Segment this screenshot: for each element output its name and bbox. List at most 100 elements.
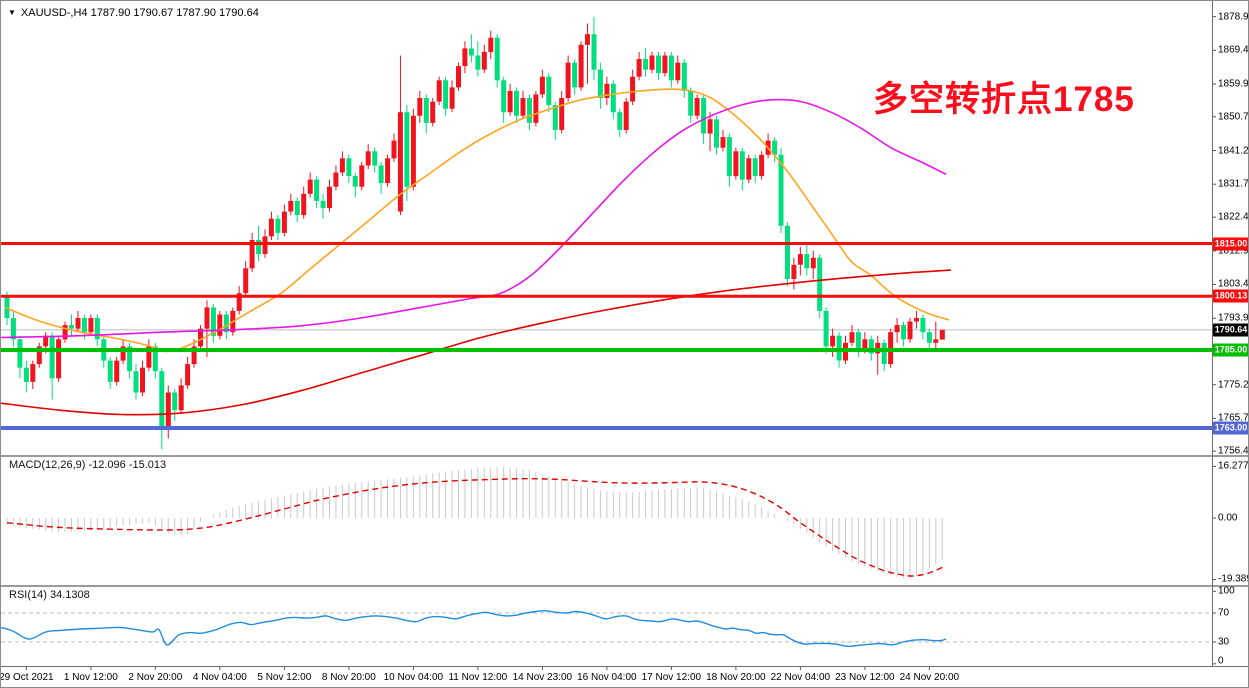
rsi-axis-label: 70: [1218, 607, 1230, 619]
price-axis-label: 1850.70: [1218, 111, 1249, 123]
price-panel: [1, 16, 1212, 450]
candle-body: [217, 314, 223, 336]
panel-separator-macd[interactable]: [1, 455, 1248, 457]
candle-body: [462, 48, 468, 67]
price-axis-label: 1878.95: [1218, 11, 1249, 23]
candle-body: [94, 318, 100, 340]
rsi-axis-label: 30: [1218, 636, 1230, 648]
time-axis-label: 17 Nov 12:00: [641, 672, 702, 683]
price-axis-label: 1756.45: [1218, 445, 1249, 457]
candle-body: [107, 360, 113, 382]
candle-body: [694, 98, 700, 116]
candle-body: [204, 307, 210, 329]
candle-body: [855, 332, 861, 350]
panel-separator-rsi[interactable]: [1, 585, 1248, 587]
macd-signal-line: [6, 477, 947, 577]
candle-body: [907, 321, 913, 340]
candle-body: [468, 48, 474, 56]
candle-body: [572, 62, 578, 88]
price-axis-label: 1793.95: [1218, 312, 1249, 324]
annotation-text: 多空转折点1785: [873, 80, 1135, 119]
rsi-panel: [1, 610, 1212, 648]
rsi-axis-label: 100: [1218, 585, 1235, 597]
time-axis-label: 11 Nov 12:00: [448, 672, 508, 683]
price-axis-label: 1869.45: [1218, 44, 1249, 56]
candle-body: [178, 385, 184, 411]
candle-body: [604, 83, 610, 98]
candle-body: [114, 360, 120, 382]
price-axis-label: 1822.45: [1218, 211, 1249, 223]
candle-body: [901, 325, 907, 340]
candle-body: [4, 296, 10, 318]
candle-body: [352, 176, 358, 187]
candle-body: [49, 335, 55, 379]
candle-body: [585, 34, 590, 45]
price-axis-label: 1831.70: [1218, 178, 1249, 190]
candle-body: [436, 80, 442, 102]
candle-body: [714, 119, 719, 148]
candle-body: [675, 62, 681, 81]
candle-body: [688, 90, 694, 116]
candle-body: [804, 254, 810, 269]
candle-body: [17, 339, 23, 368]
price-axis-label: 1803.45: [1218, 278, 1249, 290]
candle-body: [823, 310, 829, 347]
candle-body: [288, 200, 294, 212]
candle-body: [346, 158, 352, 176]
candle-body: [307, 179, 313, 194]
candle-body: [797, 254, 803, 265]
time-axis-label: 4 Nov 04:00: [192, 672, 247, 683]
candle-body: [88, 318, 94, 333]
candle-body: [488, 37, 494, 52]
macd-axis-label: 0.00: [1218, 512, 1238, 524]
candle-body: [333, 172, 339, 187]
candle-body: [539, 76, 545, 95]
candle-body: [339, 158, 345, 173]
candle-body: [456, 66, 461, 88]
candle-body: [475, 55, 481, 70]
candle-body: [701, 98, 707, 134]
symbol-dropdown-icon[interactable]: ▼: [8, 8, 16, 17]
time-axis-label: 16 Nov 04:00: [577, 672, 637, 683]
candle-body: [514, 90, 519, 116]
rsi-axis-label: 0: [1218, 655, 1224, 667]
candle-body: [268, 218, 274, 237]
candle-body: [359, 165, 365, 187]
candle-body: [62, 325, 68, 340]
macd-axis-label: -19.389: [1218, 573, 1249, 585]
price-axis-label: 1765.70: [1218, 412, 1249, 424]
candle-body: [552, 105, 558, 130]
candle-body: [830, 335, 836, 347]
ma-slow-red: [1, 269, 952, 416]
candle-body: [720, 137, 726, 148]
candle-body: [894, 325, 900, 333]
candle-body: [146, 346, 152, 368]
candle-body: [662, 55, 668, 74]
candle-body: [152, 346, 158, 372]
candle-body: [649, 55, 655, 70]
rsi-line: [1, 610, 947, 648]
candle-body: [423, 98, 429, 123]
price-axis-label: 1775.20: [1218, 379, 1249, 391]
candle-body: [397, 112, 403, 212]
candle-body: [410, 115, 416, 187]
symbol-info-bar: ▼ XAUUSD-,H4 1787.90 1790.67 1787.90 1790…: [8, 7, 259, 19]
candle-body: [520, 98, 526, 116]
candle-body: [636, 59, 642, 77]
price-axis-label: 1812.95: [1218, 245, 1249, 257]
candle-body: [772, 140, 778, 155]
candle-body: [849, 332, 855, 343]
candle-body: [320, 200, 326, 208]
candle-body: [449, 87, 455, 109]
candle-body: [81, 318, 87, 333]
candle-body: [120, 346, 126, 361]
price-tag: 1815.00: [1213, 237, 1248, 250]
time-axis-label: 1 Nov 12:00: [63, 672, 118, 683]
candle-body: [223, 314, 229, 333]
candle-body: [746, 158, 752, 180]
macd-indicator-label: MACD(12,26,9) -12.096 -15.013: [9, 459, 167, 471]
candle-body: [527, 98, 532, 123]
candle-body: [275, 218, 281, 233]
